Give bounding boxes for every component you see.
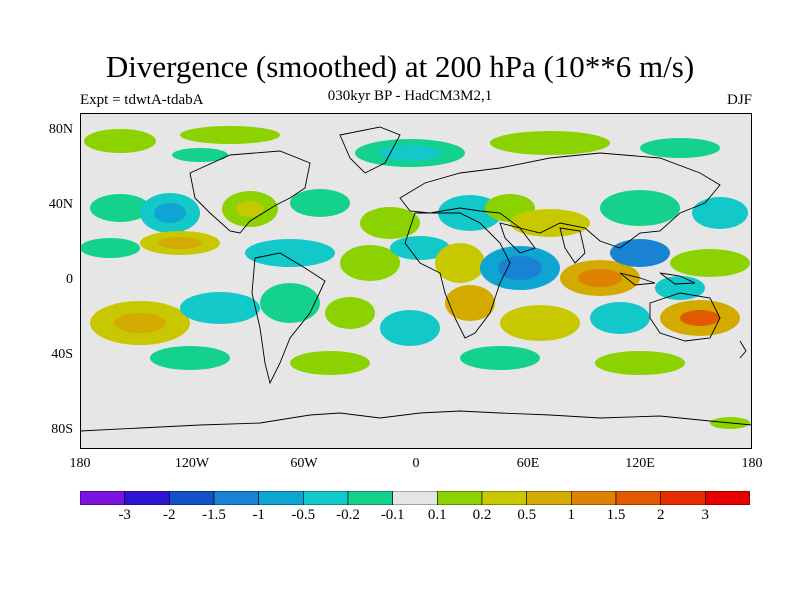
colorbar-label: 2 bbox=[656, 507, 665, 523]
lon-label-180w: 180 bbox=[69, 456, 91, 471]
colorbar-swatch bbox=[481, 491, 527, 505]
colorbar-swatch bbox=[437, 491, 483, 505]
colorbar-swatch bbox=[526, 491, 572, 505]
colorbar-swatch bbox=[213, 491, 259, 505]
colorbar-swatch bbox=[615, 491, 661, 505]
colorbar-label: 0.2 bbox=[472, 507, 492, 523]
experiment-label: Expt = tdwtA-tdabA bbox=[80, 92, 204, 108]
lon-label-120e: 120E bbox=[625, 456, 655, 471]
colorbar-label: 0.1 bbox=[427, 507, 447, 523]
colorbar-swatch bbox=[347, 491, 393, 505]
colorbar-label: -0.5 bbox=[291, 507, 316, 523]
lat-label-40n: 40N bbox=[48, 197, 73, 212]
plot-title: Divergence (smoothed) at 200 hPa (10**6 … bbox=[105, 49, 695, 84]
lat-label-80n: 80N bbox=[48, 122, 73, 137]
colorbar-label: 1.5 bbox=[606, 507, 626, 523]
colorbar-swatch bbox=[303, 491, 349, 505]
lon-label-180e: 180 bbox=[741, 456, 763, 471]
colorbar-label: 3 bbox=[701, 507, 710, 523]
subtitle: 030kyr BP - HadCM3M2,1 bbox=[327, 88, 493, 104]
colorbar-label: -0.1 bbox=[380, 507, 405, 523]
lat-label-40s: 40S bbox=[51, 347, 73, 362]
colorbar-swatch bbox=[258, 491, 304, 505]
lat-label-80s: 80S bbox=[51, 422, 73, 437]
map-background bbox=[80, 113, 752, 449]
divergence-map bbox=[80, 113, 752, 449]
colorbar-label: -0.2 bbox=[336, 507, 360, 523]
colorbar-label: -3 bbox=[118, 507, 131, 523]
colorbar-label: -2 bbox=[163, 507, 176, 523]
lon-label-0: 0 bbox=[412, 456, 420, 471]
colorbar-swatch bbox=[392, 491, 438, 505]
colorbar-swatch bbox=[124, 491, 170, 505]
lat-label-0: 0 bbox=[66, 272, 73, 287]
colorbar-swatch bbox=[571, 491, 617, 505]
lon-label-120w: 120W bbox=[174, 456, 210, 471]
colorbar-label: -1 bbox=[252, 507, 265, 523]
colorbar-swatch bbox=[169, 491, 215, 505]
colorbar-swatch bbox=[705, 491, 750, 505]
divergence-field bbox=[80, 126, 750, 429]
colorbar-swatch bbox=[660, 491, 706, 505]
colorbar-label: 1 bbox=[567, 507, 576, 523]
season-label: DJF bbox=[726, 92, 752, 108]
lon-label-60e: 60E bbox=[516, 456, 540, 471]
coastlines bbox=[80, 126, 752, 432]
colorbar-swatch bbox=[80, 491, 125, 505]
lon-label-60w: 60W bbox=[290, 456, 318, 471]
colorbar bbox=[80, 491, 750, 505]
colorbar-label: -1.5 bbox=[202, 507, 226, 523]
colorbar-label: 0.5 bbox=[517, 507, 537, 523]
